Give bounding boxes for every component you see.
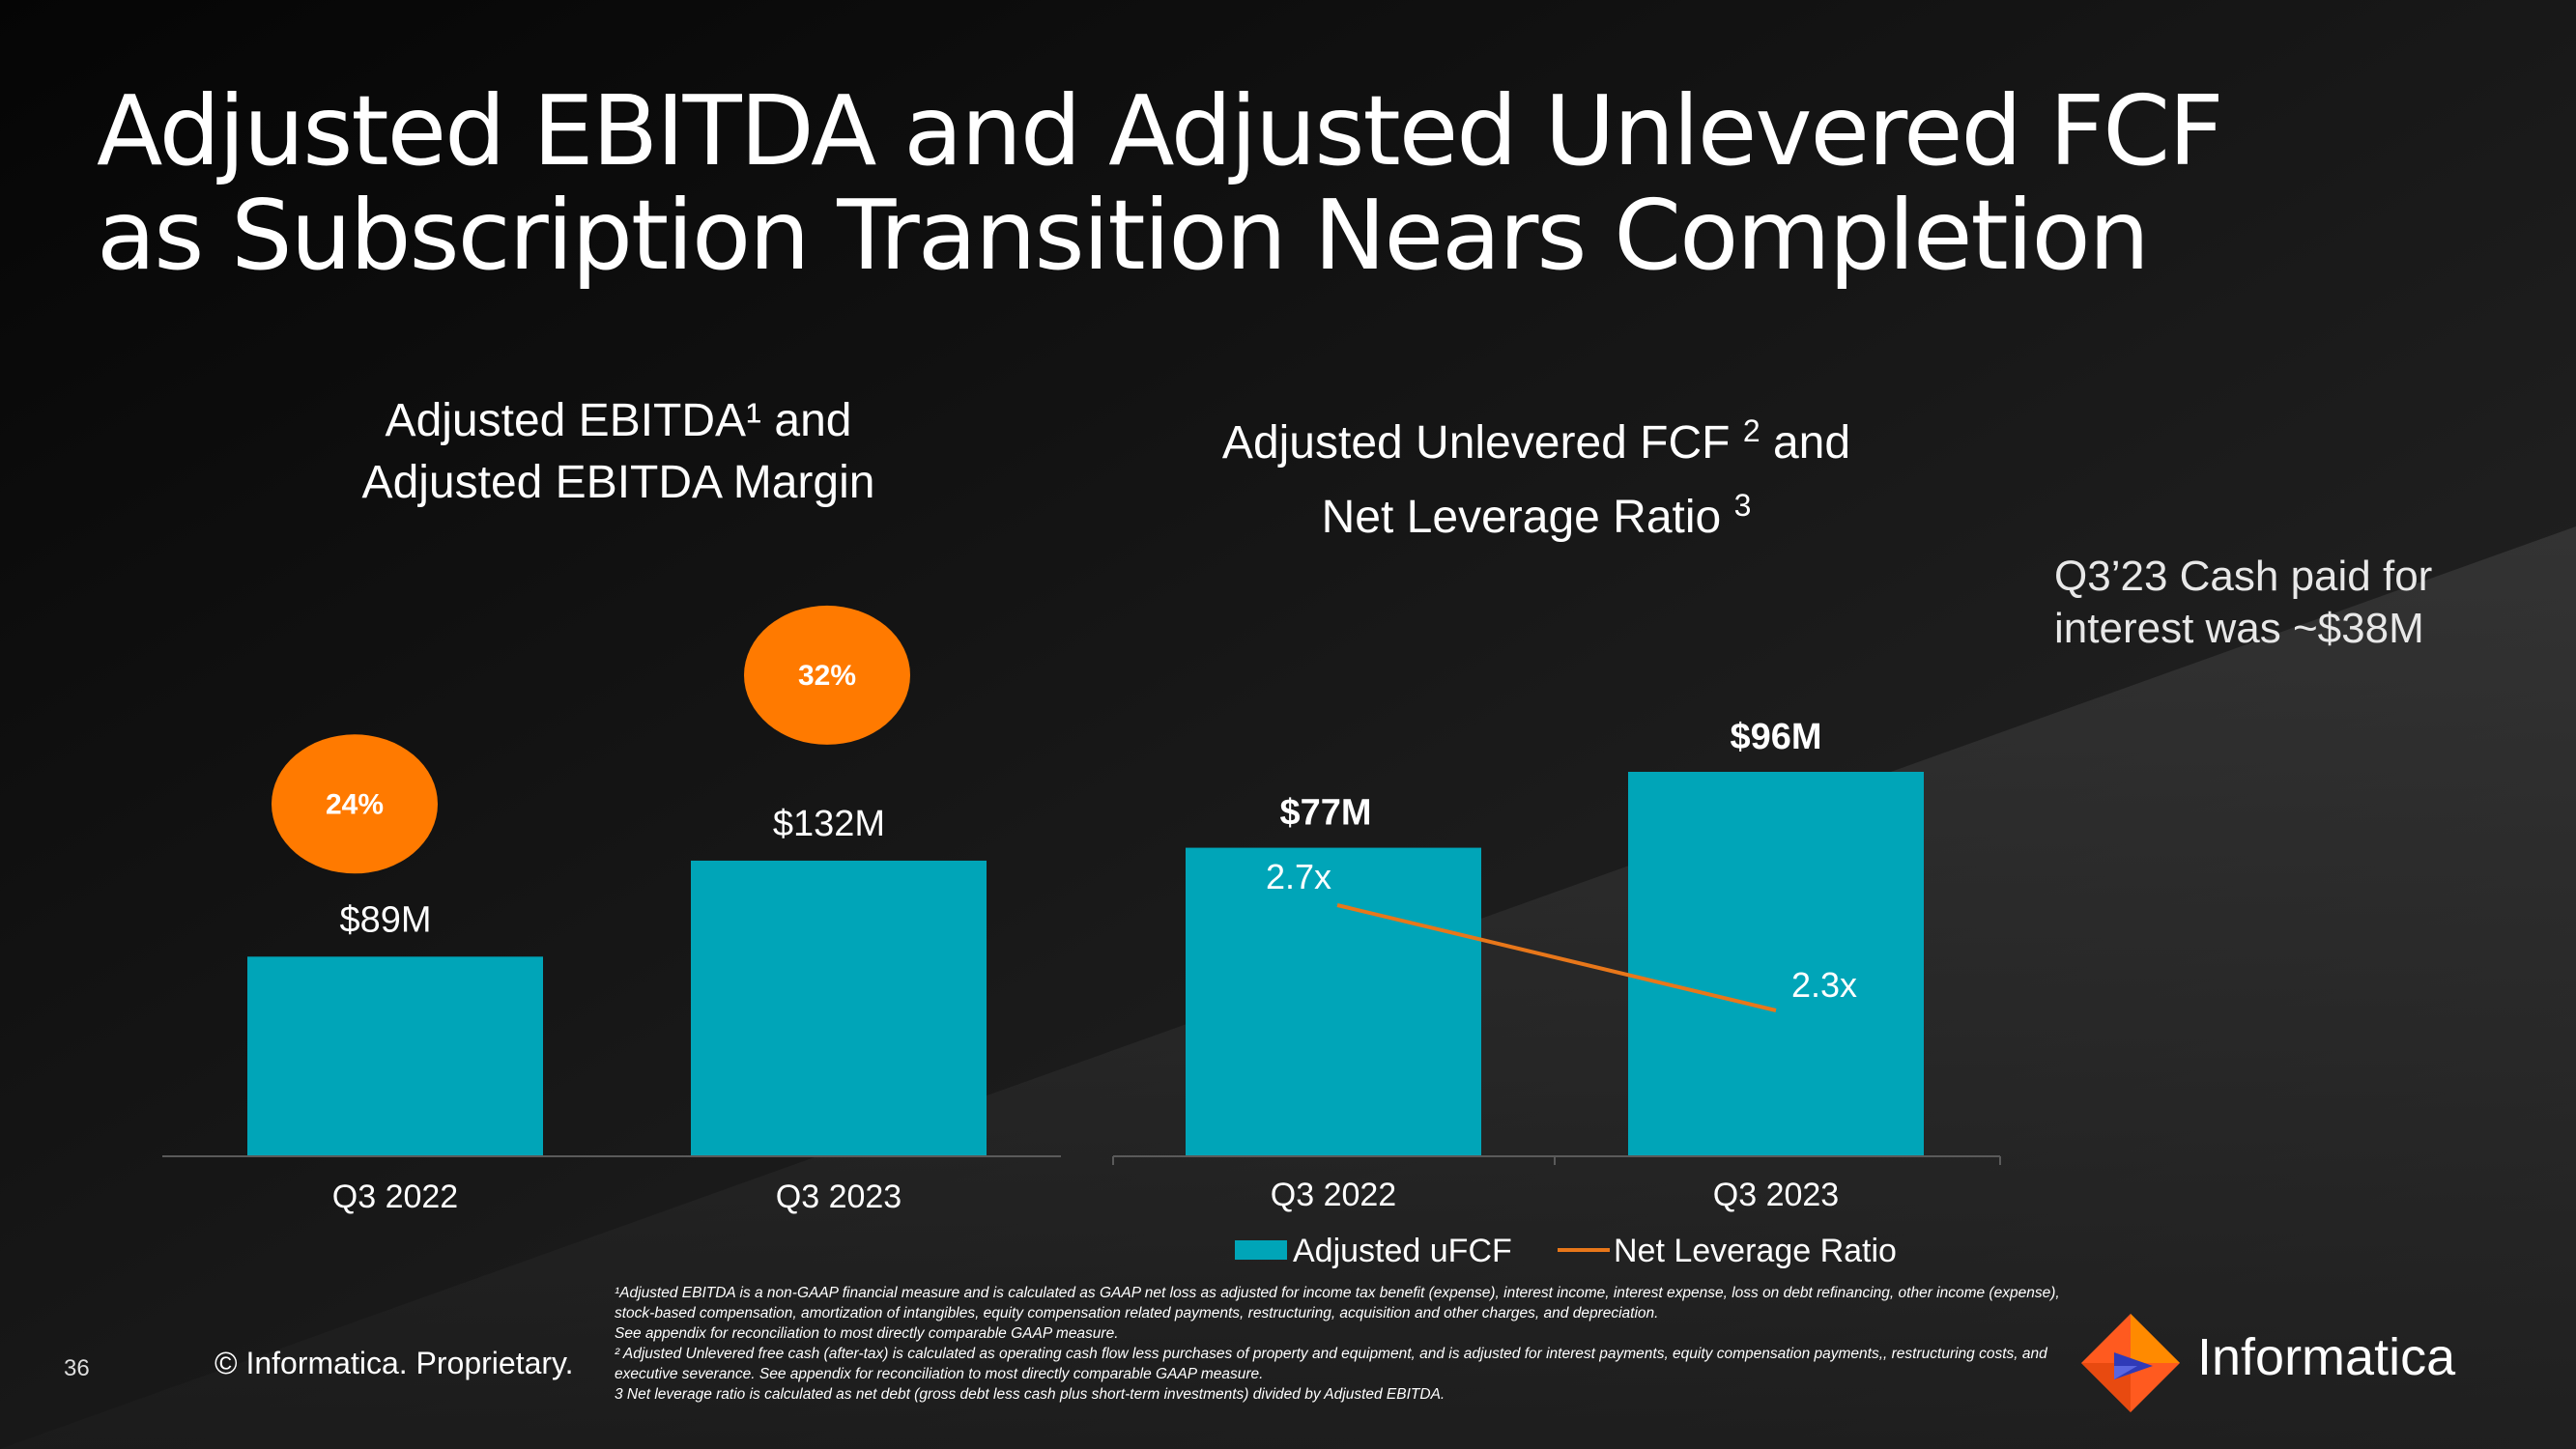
ebitda-margin-label: 32% <box>798 660 856 692</box>
ebitda-chart-title: Adjusted EBITDA¹ and Adjusted EBITDA Mar… <box>280 390 957 514</box>
ebitda-value-label: $132M <box>773 804 885 844</box>
legend-swatch-ufcf <box>1235 1240 1287 1260</box>
ebitda-bar <box>247 956 543 1155</box>
footnote-2: ² Adjusted Unlevered free cash (after-ta… <box>615 1346 2047 1382</box>
interest-note: Q3’23 Cash paid for interest was ~$38M <box>2054 553 2433 652</box>
ufcf-title-line2: Net Leverage Ratio 3 <box>1140 474 1932 549</box>
ebitda-margin-label: 24% <box>326 788 384 820</box>
leverage-label: 2.3x <box>1791 965 1857 1005</box>
leverage-title-sup: 3 <box>1733 488 1752 523</box>
legend-label-leverage: Net Leverage Ratio <box>1614 1233 1897 1269</box>
legend-label-ufcf: Adjusted uFCF <box>1293 1233 1512 1269</box>
ufcf-title-and: and <box>1772 417 1851 469</box>
ebitda-category-label: Q3 2022 <box>332 1179 458 1215</box>
ebitda-bar <box>691 860 987 1155</box>
brand-name: Informatica <box>2197 1328 2456 1386</box>
leverage-label: 2.7x <box>1266 857 1331 896</box>
footnotes: ¹Adjusted EBITDA is a non-GAAP financial… <box>615 1283 2083 1405</box>
ufcf-chart-title: Adjusted Unlevered FCF 2 and Net Leverag… <box>1140 400 1932 549</box>
ufcf-category-label: Q3 2022 <box>1271 1177 1396 1213</box>
ufcf-bar <box>1186 847 1481 1155</box>
ebitda-margin-bubble <box>272 734 438 874</box>
ebitda-margin-bubble <box>744 605 910 745</box>
ufcf-value-label: $96M <box>1730 717 1821 757</box>
page-number: 36 <box>64 1355 90 1381</box>
ufcf-title-sup: 2 <box>1742 413 1760 448</box>
footnote-3: 3 Net leverage ratio is calculated as ne… <box>615 1386 1445 1403</box>
ebitda-title-line1: Adjusted EBITDA¹ and <box>385 395 852 446</box>
ufcf-title-line1: Adjusted Unlevered FCF 2 and <box>1140 400 1932 474</box>
ufcf-title-text: Adjusted Unlevered FCF <box>1221 417 1731 469</box>
ebitda-title-line2: Adjusted EBITDA Margin <box>361 457 875 508</box>
footnote-1: ¹Adjusted EBITDA is a non-GAAP financial… <box>615 1285 2060 1321</box>
slide-title: Adjusted EBITDA and Adjusted Unlevered F… <box>97 74 2224 292</box>
ufcf-bar <box>1628 772 1924 1155</box>
informatica-logo-icon <box>2081 1314 2180 1412</box>
ebitda-value-label: $89M <box>339 899 431 940</box>
ufcf-value-label: $77M <box>1279 793 1371 834</box>
footnote-1-appendix: See appendix for reconciliation to most … <box>615 1325 1119 1342</box>
leverage-line <box>1336 903 1777 1012</box>
ebitda-category-label: Q3 2023 <box>776 1179 902 1215</box>
copyright-text: © Informatica. Proprietary. <box>215 1346 574 1380</box>
leverage-title-text: Net Leverage Ratio <box>1321 492 1722 543</box>
ufcf-category-label: Q3 2023 <box>1713 1177 1839 1213</box>
